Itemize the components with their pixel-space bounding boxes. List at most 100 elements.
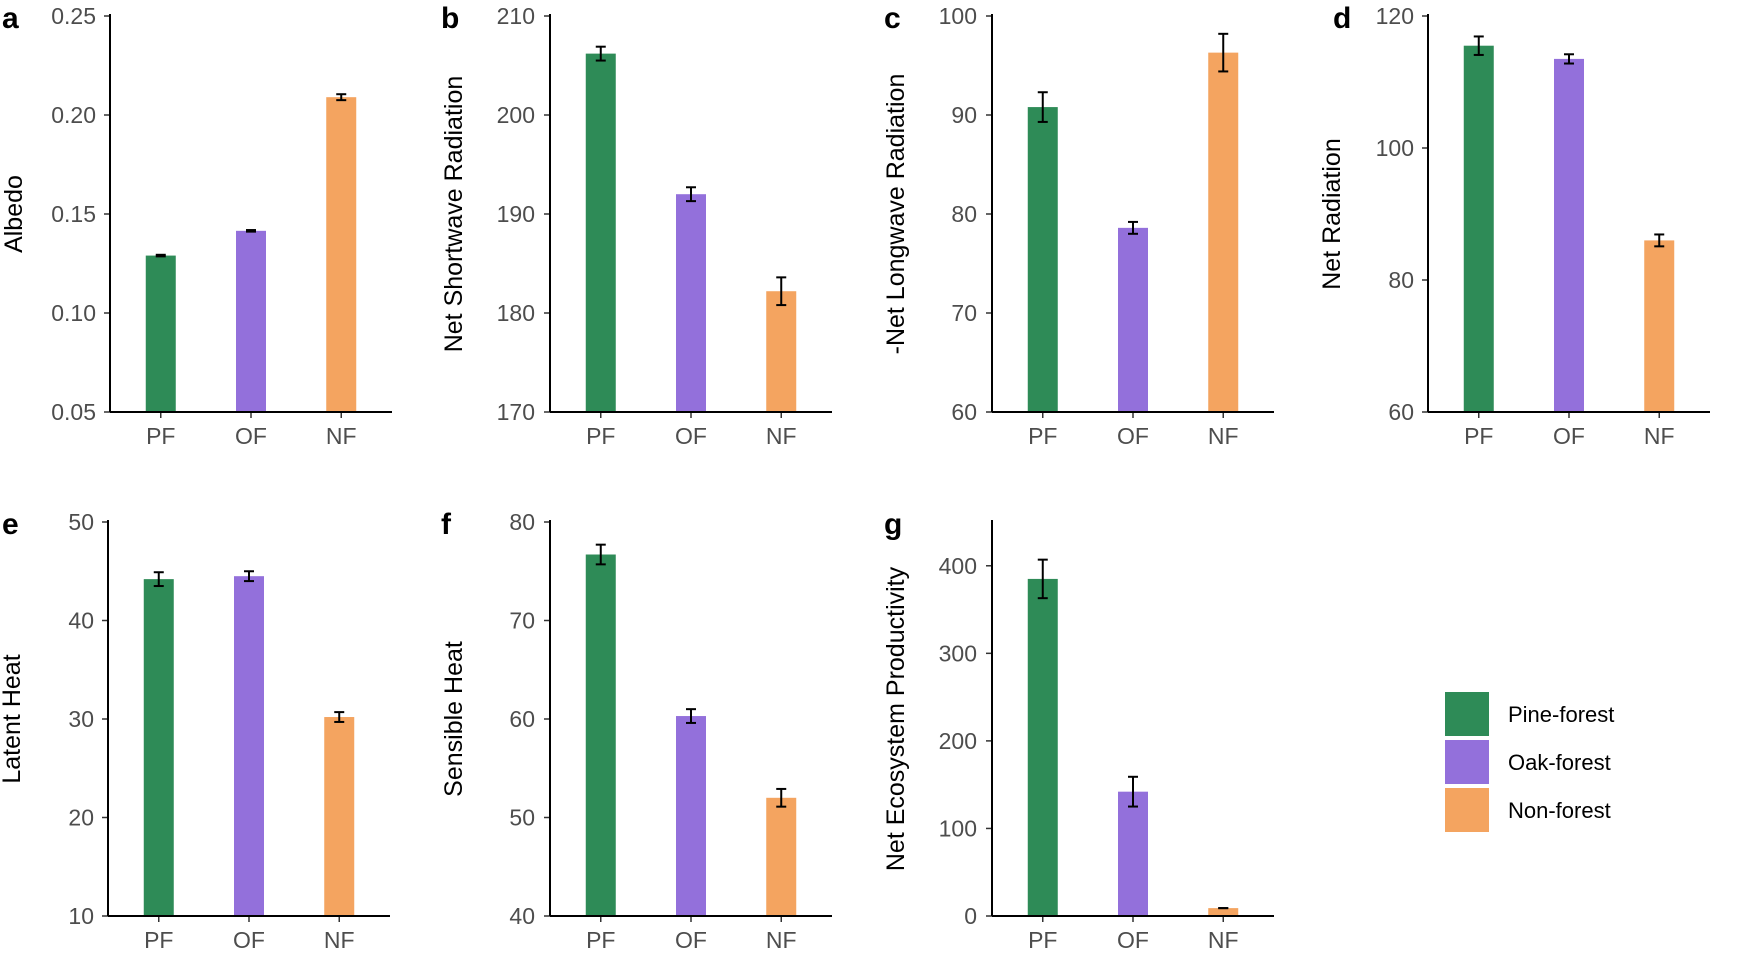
x-tick-label-e-of: OF bbox=[233, 927, 265, 953]
error-bar-d-pf bbox=[1473, 35, 1484, 56]
y-tick-label-e-0: 10 bbox=[68, 903, 94, 929]
legend-swatch-pine-forest bbox=[1445, 692, 1489, 736]
x-tick-label-d-pf: PF bbox=[1464, 423, 1493, 449]
y-tick-label-e-2: 30 bbox=[68, 706, 94, 732]
panel-letter-c: c bbox=[884, 2, 901, 35]
error-bar-f-pf bbox=[595, 543, 606, 566]
error-bar-g-pf bbox=[1037, 558, 1048, 600]
x-tick-label-a-pf: PF bbox=[146, 423, 175, 449]
y-tick-label-b-2: 190 bbox=[497, 201, 535, 227]
y-axis-title-b: Net Shortwave Radiation bbox=[440, 76, 468, 353]
error-bar-c-pf bbox=[1037, 91, 1048, 123]
x-tick-label-d-nf: NF bbox=[1644, 423, 1675, 449]
bar-a-pf bbox=[145, 255, 176, 412]
y-axis-title-c: -Net Longwave Radiation bbox=[882, 74, 910, 355]
bar-f-nf bbox=[766, 797, 797, 916]
legend-label-oak-forest: Oak-forest bbox=[1508, 750, 1611, 775]
y-tick-label-c-2: 80 bbox=[951, 201, 977, 227]
legend-label-pine-forest: Pine-forest bbox=[1508, 702, 1614, 727]
y-tick-label-f-4: 80 bbox=[509, 509, 535, 535]
error-bar-f-of bbox=[686, 708, 696, 724]
y-tick-label-g-4: 400 bbox=[939, 553, 977, 579]
bar-c-of bbox=[1118, 227, 1148, 412]
x-tick-label-f-pf: PF bbox=[586, 927, 615, 953]
panel-d: d Net Radiation PF OF NF 60 80 100 120 bbox=[1318, 2, 1710, 449]
y-tick-label-b-0: 170 bbox=[497, 399, 535, 425]
panel-e: e Latent Heat PF OF NF 10 20 30 40 50 bbox=[0, 508, 390, 953]
y-tick-label-f-0: 40 bbox=[509, 903, 535, 929]
y-axis-title-a: Albedo bbox=[0, 175, 28, 253]
panel-letter-g: g bbox=[884, 508, 902, 541]
y-tick-label-d-2: 100 bbox=[1376, 135, 1414, 161]
y-tick-label-c-1: 70 bbox=[951, 300, 977, 326]
panel-f: f Sensible Heat PF OF NF 40 50 60 70 80 bbox=[440, 508, 832, 953]
panel-letter-b: b bbox=[441, 2, 459, 35]
x-tick-label-a-nf: NF bbox=[326, 423, 357, 449]
bar-a-of bbox=[236, 230, 266, 412]
panel-b: b Net Shortwave Radiation PF OF NF 170 180 190 2… bbox=[440, 2, 832, 449]
x-tick-label-c-of: OF bbox=[1117, 423, 1149, 449]
error-bar-e-nf bbox=[334, 711, 345, 723]
bar-d-nf bbox=[1644, 240, 1675, 412]
y-tick-label-f-1: 50 bbox=[509, 805, 535, 831]
x-tick-label-g-pf: PF bbox=[1028, 927, 1057, 953]
bar-b-nf bbox=[766, 291, 797, 412]
y-tick-label-a-2: 0.15 bbox=[51, 201, 96, 227]
legend-swatch-oak-forest bbox=[1445, 740, 1489, 784]
error-bar-e-of bbox=[244, 570, 254, 583]
bar-a-nf bbox=[326, 97, 357, 413]
y-tick-label-d-1: 80 bbox=[1388, 267, 1414, 293]
error-bar-a-pf bbox=[155, 253, 166, 258]
error-bar-b-pf bbox=[595, 45, 606, 62]
legend: Pine-forest Oak-forest Non-forest bbox=[1445, 692, 1614, 832]
x-tick-label-b-nf: NF bbox=[766, 423, 797, 449]
y-axis-title-d: Net Radiation bbox=[1318, 138, 1346, 289]
panels: a Albedo PF OF NF 0.05 0.10 0.15 0.20 0.25 b Net Sh… bbox=[0, 2, 1710, 953]
y-tick-label-g-3: 300 bbox=[939, 640, 977, 666]
bar-b-pf bbox=[585, 53, 616, 413]
y-axis-title-f: Sensible Heat bbox=[440, 641, 468, 797]
error-bar-a-of bbox=[246, 229, 256, 233]
y-tick-label-e-1: 20 bbox=[68, 805, 94, 831]
y-axis-title-e: Latent Heat bbox=[0, 654, 26, 783]
x-tick-label-e-pf: PF bbox=[144, 927, 173, 953]
y-tick-label-c-0: 60 bbox=[951, 399, 977, 425]
x-tick-label-c-pf: PF bbox=[1028, 423, 1057, 449]
error-bar-c-nf bbox=[1218, 32, 1229, 73]
bar-c-pf bbox=[1027, 107, 1058, 412]
y-tick-label-c-3: 90 bbox=[951, 102, 977, 128]
y-tick-label-f-2: 60 bbox=[509, 706, 535, 732]
bar-d-pf bbox=[1463, 45, 1494, 412]
error-bar-g-of bbox=[1128, 775, 1138, 808]
legend-swatch-non-forest bbox=[1445, 788, 1489, 832]
error-bar-a-nf bbox=[336, 93, 347, 102]
error-bar-f-nf bbox=[776, 787, 787, 808]
y-tick-label-e-3: 40 bbox=[68, 608, 94, 634]
y-tick-label-d-0: 60 bbox=[1388, 399, 1414, 425]
bar-f-pf bbox=[585, 554, 616, 916]
y-tick-label-b-1: 180 bbox=[497, 300, 535, 326]
y-tick-label-a-0: 0.05 bbox=[51, 399, 96, 425]
x-tick-label-e-nf: NF bbox=[324, 927, 355, 953]
bar-f-of bbox=[676, 716, 706, 916]
x-tick-label-g-of: OF bbox=[1117, 927, 1149, 953]
x-tick-label-g-nf: NF bbox=[1208, 927, 1239, 953]
legend-item-oak-forest: Oak-forest bbox=[1445, 740, 1611, 784]
y-tick-label-g-1: 100 bbox=[939, 815, 977, 841]
x-tick-label-f-nf: NF bbox=[766, 927, 797, 953]
x-tick-label-d-of: OF bbox=[1553, 423, 1585, 449]
y-tick-label-b-4: 210 bbox=[497, 3, 535, 29]
bar-d-of bbox=[1554, 58, 1584, 413]
x-tick-label-c-nf: NF bbox=[1208, 423, 1239, 449]
panel-letter-d: d bbox=[1333, 2, 1351, 35]
panel-c: c -Net Longwave Radiation PF OF NF 60 70 80 90 10… bbox=[882, 2, 1274, 449]
panel-letter-e: e bbox=[2, 508, 19, 541]
error-bar-d-nf bbox=[1654, 233, 1665, 248]
x-tick-label-f-of: OF bbox=[675, 927, 707, 953]
panel-letter-f: f bbox=[441, 508, 452, 541]
bar-c-nf bbox=[1208, 52, 1239, 412]
bar-e-nf bbox=[324, 717, 355, 916]
y-tick-label-a-4: 0.25 bbox=[51, 3, 96, 29]
y-tick-label-a-3: 0.20 bbox=[51, 102, 96, 128]
